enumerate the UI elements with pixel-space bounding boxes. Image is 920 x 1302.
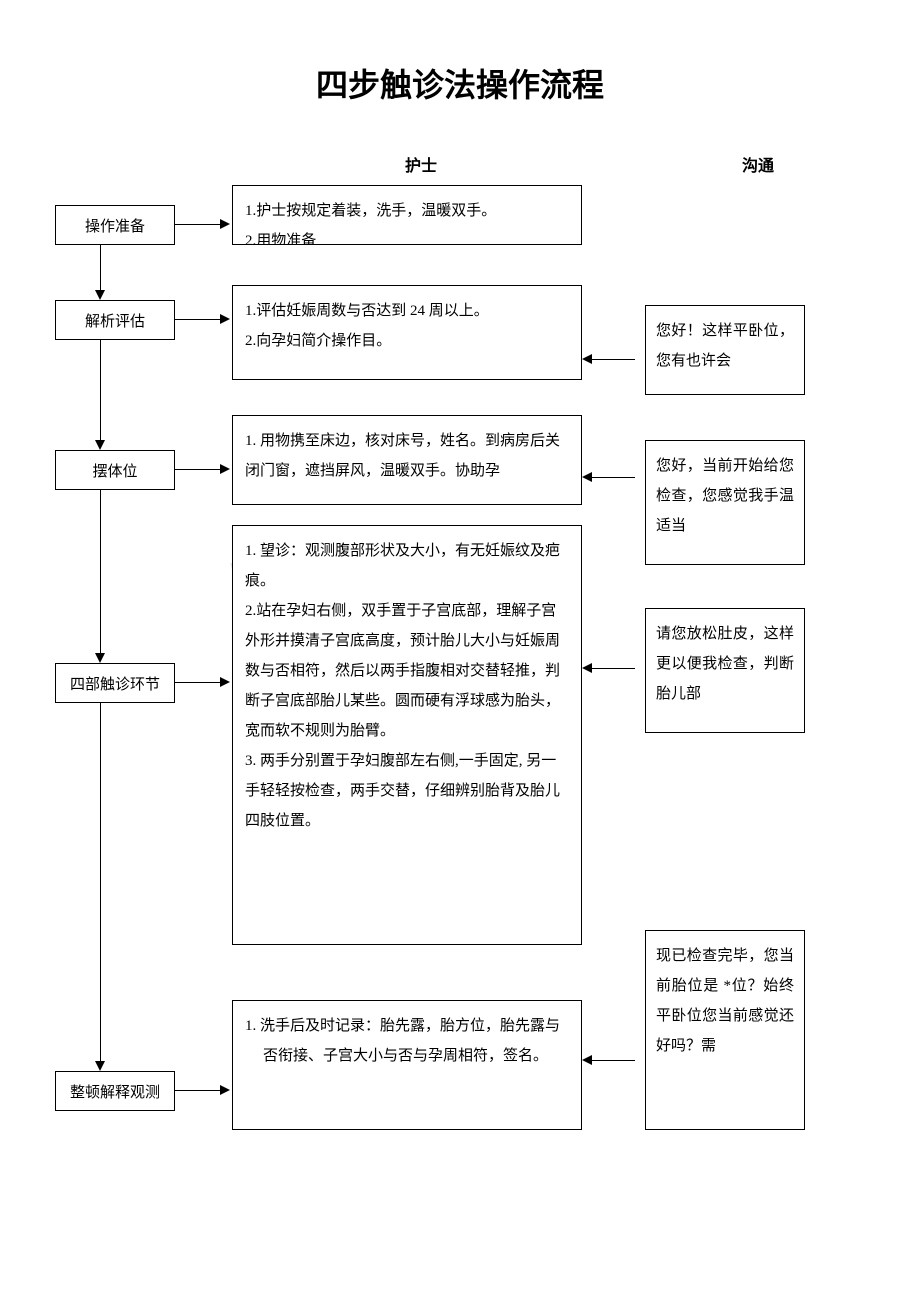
step-box-1: 操作准备 [55, 205, 175, 245]
arrow-s1-s2 [100, 245, 101, 292]
comm-box-3: 请您放松肚皮，这样更以便我检查，判断胎儿部 [645, 608, 805, 733]
arrow-s3-detail-head [220, 464, 230, 474]
detail-box-1: 1.护士按规定着装，洗手，温暖双手。 2.用物准备 [232, 185, 582, 245]
arrow-s4-s5 [100, 703, 101, 1063]
arrow-s3-detail [175, 469, 222, 470]
arrow-s1-detail [175, 224, 222, 225]
step-label-1: 操作准备 [85, 215, 145, 236]
arrow-c3-head [582, 663, 592, 673]
comm-box-1: 您好！这样平卧位，您有也许会 [645, 305, 805, 395]
column-header-comm: 沟通 [742, 152, 774, 176]
step-label-5: 整顿解释观测 [70, 1081, 160, 1102]
arrow-s4-detail-head [220, 677, 230, 687]
arrow-s5-detail [175, 1090, 222, 1091]
arrow-s1-detail-head [220, 219, 230, 229]
step-label-2: 解析评估 [85, 310, 145, 331]
arrow-c2-head [582, 472, 592, 482]
arrow-c3 [592, 668, 635, 669]
step-box-4: 四部触诊环节 [55, 663, 175, 703]
arrow-s5-detail-head [220, 1085, 230, 1095]
arrow-s2-s3 [100, 340, 101, 442]
arrow-s2-detail-head [220, 314, 230, 324]
arrow-s2-s3-head [95, 440, 105, 450]
step-box-3: 摆体位 [55, 450, 175, 490]
comm-box-2: 您好，当前开始给您检查，您感觉我手温适当 [645, 440, 805, 565]
step-label-3: 摆体位 [92, 460, 137, 481]
step-box-5: 整顿解释观测 [55, 1071, 175, 1111]
detail-box-4: 1. 望诊：观测腹部形状及大小，有无妊娠纹及疤痕。 2.站在孕妇右侧，双手置于子… [232, 525, 582, 945]
arrow-s1-s2-head [95, 290, 105, 300]
arrow-s4-detail [175, 682, 222, 683]
detail-box-2: 1.评估妊娠周数与否达到 24 周以上。 2.向孕妇简介操作目。 [232, 285, 582, 380]
arrow-c1 [592, 359, 635, 360]
detail-box-3: 1. 用物携至床边，核对床号，姓名。到病房后关闭门窗，遮挡屏风，温暖双手。协助孕 [232, 415, 582, 505]
step-box-2: 解析评估 [55, 300, 175, 340]
arrow-c1-head [582, 354, 592, 364]
arrow-c2 [592, 477, 635, 478]
page-title: 四步触诊法操作流程 [0, 60, 920, 106]
arrow-s2-detail [175, 319, 222, 320]
arrow-c4-head [582, 1055, 592, 1065]
comm-box-4: 现已检查完毕，您当前胎位是 *位？始终平卧位您当前感觉还好吗？需 [645, 930, 805, 1130]
arrow-s4-s5-head [95, 1061, 105, 1071]
detail-box-5: 1. 洗手后及时记录：胎先露，胎方位，胎先露与否衔接、子宫大小与否与孕周相符，签… [232, 1000, 582, 1130]
arrow-s3-s4 [100, 490, 101, 655]
column-header-nurse: 护士 [405, 152, 437, 176]
step-label-4: 四部触诊环节 [70, 673, 160, 694]
arrow-s3-s4-head [95, 653, 105, 663]
arrow-c4 [592, 1060, 635, 1061]
